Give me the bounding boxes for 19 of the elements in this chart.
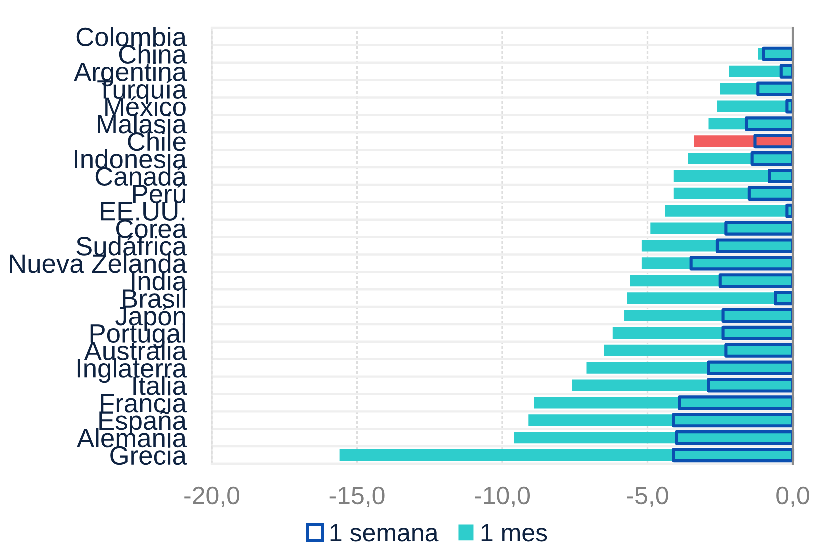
x-tick-label: -20,0 xyxy=(184,486,240,508)
y-tick-label: Grecia xyxy=(110,446,188,466)
y-tick-label: Perú xyxy=(133,184,186,204)
x-tick-label: 0,0 xyxy=(776,486,810,508)
y-tick-label: Chile xyxy=(128,132,186,152)
x-tick-label: -5,0 xyxy=(627,486,668,508)
x-tick-label: -10,0 xyxy=(475,486,530,508)
legend-label: 1 mes xyxy=(482,524,548,542)
y-tick-label: Colombia xyxy=(76,27,188,47)
y-tick-label: China xyxy=(119,44,187,64)
y-tick-label: India xyxy=(132,271,188,291)
y-tick-label: EE.UU. xyxy=(101,202,185,221)
y-tick-label: Francia xyxy=(101,393,188,413)
y-tick-label: Malasia xyxy=(98,114,188,134)
x-tick-label: -15,0 xyxy=(330,486,385,508)
y-tick-label: Brasil xyxy=(123,288,186,308)
y-tick-label: Corea xyxy=(116,220,188,238)
y-tick-label: Sudáfrica xyxy=(76,236,188,256)
legend-label: 1 semana xyxy=(330,524,439,542)
